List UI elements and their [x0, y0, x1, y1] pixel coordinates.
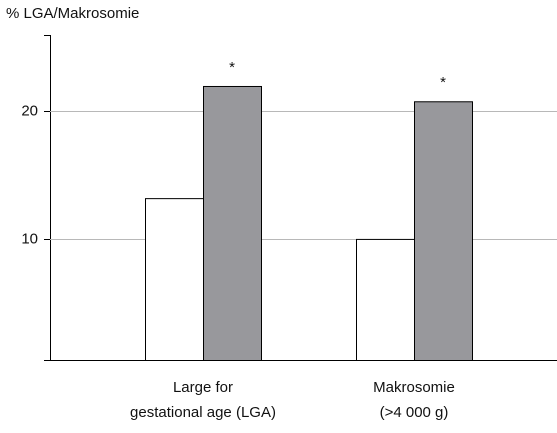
- bar: [203, 85, 262, 362]
- x-tick-label: (>4 000 g): [380, 404, 449, 421]
- x-tick-label: Large for: [173, 379, 233, 396]
- significance-marker: *: [440, 74, 446, 91]
- y-axis-title: % LGA/Makrosomie: [6, 5, 139, 22]
- significance-marker: *: [229, 59, 235, 76]
- bar: [414, 101, 473, 362]
- bar: [356, 238, 415, 361]
- bar: [145, 198, 204, 361]
- x-tick-label: Makrosomie: [373, 379, 455, 396]
- x-tick-label: gestational age (LGA): [130, 404, 276, 421]
- y-tick-label: 20: [21, 102, 38, 119]
- y-tick-label: 10: [21, 230, 38, 247]
